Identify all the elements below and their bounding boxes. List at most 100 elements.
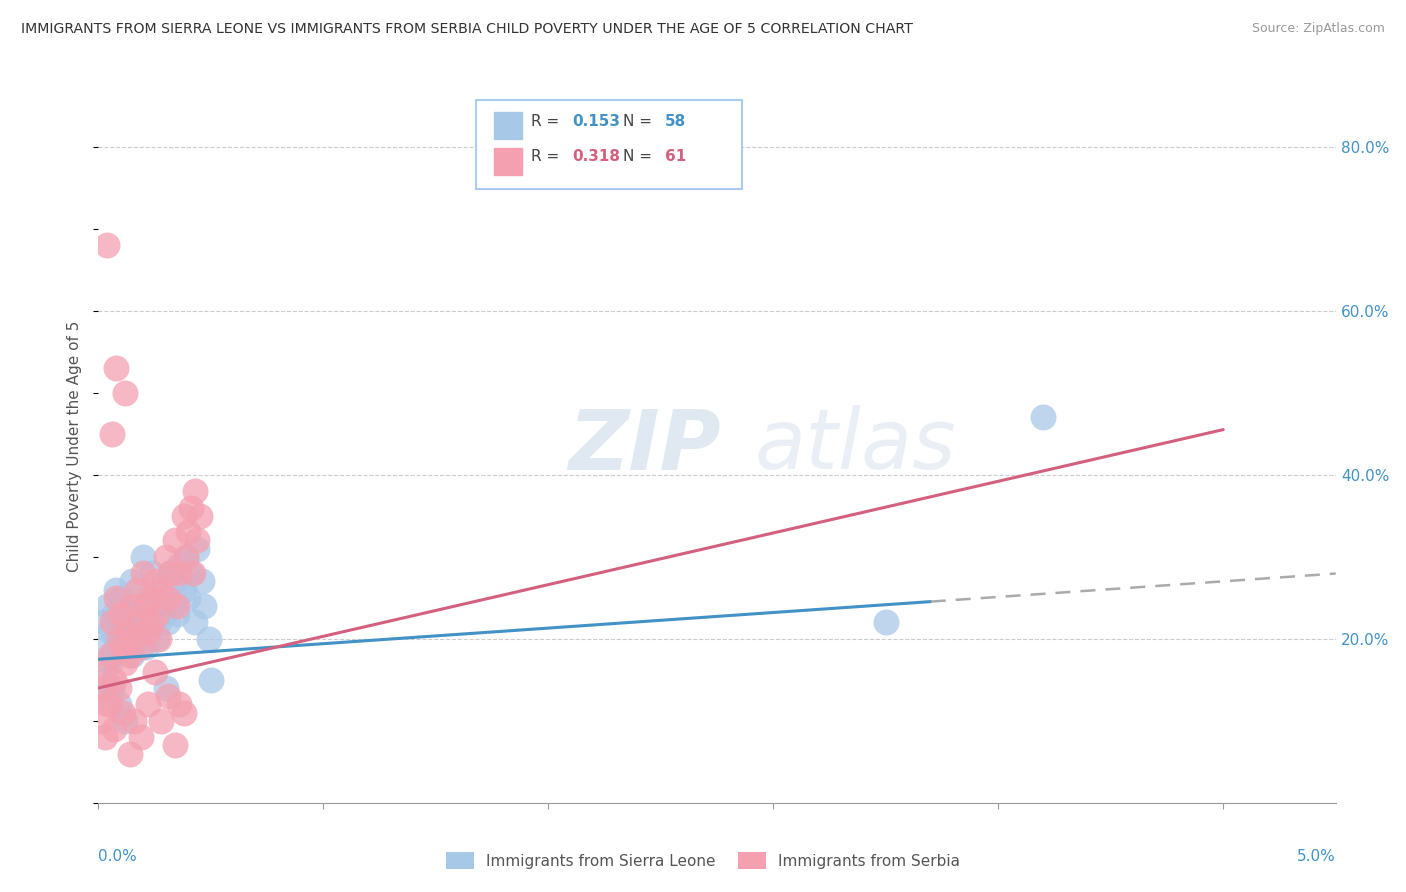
Point — [117, 624, 139, 638]
Point — [90, 689, 112, 703]
Point — [169, 566, 191, 581]
Point — [1032, 410, 1054, 425]
Point — [150, 714, 173, 728]
Point — [146, 632, 169, 646]
Point — [163, 533, 186, 548]
Point — [107, 632, 129, 646]
Point — [157, 615, 180, 630]
Point — [188, 508, 211, 523]
Point — [124, 632, 146, 646]
Point — [143, 574, 166, 589]
Point — [186, 541, 208, 556]
Text: 61: 61 — [665, 150, 686, 164]
Point — [114, 385, 136, 400]
Point — [105, 361, 128, 376]
Text: N =: N = — [623, 114, 657, 128]
Point — [141, 566, 163, 581]
Point — [155, 549, 177, 564]
Text: ZIP: ZIP — [568, 406, 721, 486]
Point — [103, 673, 125, 687]
Point — [121, 648, 143, 662]
Point — [875, 615, 897, 630]
Point — [173, 582, 195, 597]
Point — [136, 698, 159, 712]
Point — [169, 698, 191, 712]
Point — [128, 615, 150, 630]
Point — [174, 549, 197, 564]
Point — [174, 549, 197, 564]
Point — [150, 582, 173, 597]
Point — [98, 698, 121, 712]
Point — [96, 698, 118, 712]
Text: 0.0%: 0.0% — [98, 849, 138, 864]
Point — [155, 591, 177, 605]
Bar — [495, 112, 522, 139]
Point — [103, 607, 125, 622]
Point — [152, 607, 174, 622]
Point — [166, 599, 188, 613]
Point — [143, 665, 166, 679]
Point — [98, 657, 121, 671]
Point — [105, 582, 128, 597]
Point — [105, 591, 128, 605]
Point — [98, 648, 121, 662]
Point — [107, 681, 129, 695]
Point — [162, 599, 184, 613]
Point — [157, 591, 180, 605]
Point — [107, 698, 129, 712]
Point — [184, 615, 207, 630]
Point — [166, 607, 188, 622]
Point — [191, 574, 214, 589]
Point — [184, 484, 207, 499]
Point — [121, 599, 143, 613]
Point — [193, 599, 215, 613]
Point — [124, 714, 146, 728]
Point — [107, 615, 129, 630]
Point — [148, 615, 170, 630]
Point — [112, 706, 135, 720]
Point — [121, 574, 143, 589]
Point — [129, 607, 152, 622]
Point — [101, 615, 124, 630]
Text: IMMIGRANTS FROM SIERRA LEONE VS IMMIGRANTS FROM SERBIA CHILD POVERTY UNDER THE A: IMMIGRANTS FROM SIERRA LEONE VS IMMIGRAN… — [21, 22, 912, 37]
Point — [112, 640, 135, 654]
Point — [163, 739, 186, 753]
Text: 0.153: 0.153 — [572, 114, 620, 128]
Point — [101, 426, 124, 441]
Point — [181, 566, 204, 581]
Point — [169, 558, 191, 572]
Text: N =: N = — [623, 150, 657, 164]
Point — [94, 640, 117, 654]
Point — [94, 730, 117, 744]
Point — [146, 607, 169, 622]
Point — [118, 648, 141, 662]
Point — [101, 681, 124, 695]
Point — [112, 624, 135, 638]
Point — [159, 566, 181, 581]
Point — [96, 238, 118, 252]
Legend: Immigrants from Sierra Leone, Immigrants from Serbia: Immigrants from Sierra Leone, Immigrants… — [440, 846, 966, 875]
Text: R =: R = — [531, 114, 565, 128]
Point — [125, 582, 148, 597]
Point — [159, 566, 181, 581]
Point — [148, 632, 170, 646]
Point — [125, 624, 148, 638]
Point — [128, 632, 150, 646]
Point — [163, 574, 186, 589]
Point — [110, 591, 132, 605]
Point — [186, 533, 208, 548]
Point — [150, 582, 173, 597]
Text: R =: R = — [531, 150, 565, 164]
Point — [132, 549, 155, 564]
Text: Source: ZipAtlas.com: Source: ZipAtlas.com — [1251, 22, 1385, 36]
Point — [129, 640, 152, 654]
Point — [94, 665, 117, 679]
Point — [157, 689, 180, 703]
Point — [135, 640, 157, 654]
Text: atlas: atlas — [754, 406, 956, 486]
Point — [118, 615, 141, 630]
Point — [177, 591, 200, 605]
Point — [180, 500, 202, 515]
Text: 5.0%: 5.0% — [1296, 849, 1336, 864]
Point — [103, 722, 125, 736]
